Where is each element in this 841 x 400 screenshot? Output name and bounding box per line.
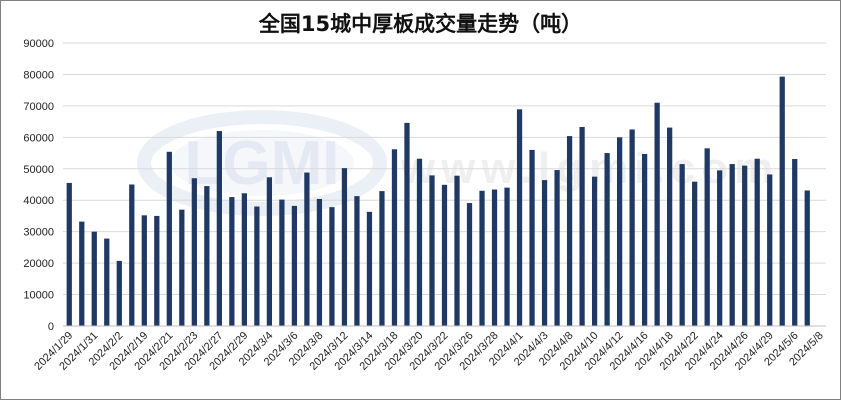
bar (466, 203, 473, 326)
y-tick-label: 80000 (23, 69, 54, 81)
bar (241, 193, 247, 326)
y-tick-label: 90000 (23, 38, 54, 50)
bar (667, 127, 673, 326)
bar (479, 190, 485, 326)
bar (191, 178, 197, 326)
y-tick-label: 40000 (23, 195, 54, 207)
bar (504, 187, 510, 326)
bar (166, 151, 172, 326)
bar (629, 129, 635, 326)
bar (404, 122, 410, 327)
bar (604, 153, 610, 326)
bar (742, 165, 748, 326)
bar (767, 174, 773, 326)
bar (642, 154, 648, 326)
bar (441, 184, 448, 326)
bar (416, 158, 423, 326)
y-tick-label: 70000 (23, 101, 54, 113)
bar (566, 136, 573, 326)
bar (729, 164, 735, 326)
bar (692, 181, 698, 326)
bar (679, 164, 685, 326)
bar (216, 131, 222, 326)
bar (179, 209, 185, 326)
bar (141, 215, 147, 326)
bar (254, 206, 260, 326)
bar (316, 198, 323, 326)
bar (654, 102, 660, 327)
bar (454, 175, 460, 326)
bar (491, 189, 498, 326)
bar (304, 172, 310, 326)
bar (579, 126, 585, 327)
y-tick-label: 30000 (23, 227, 54, 239)
bar (554, 170, 560, 326)
y-tick-label: 20000 (23, 258, 54, 270)
bar (379, 191, 385, 326)
y-tick-label: 60000 (23, 132, 54, 144)
bar (341, 168, 348, 326)
bar (804, 190, 810, 326)
bar (66, 182, 72, 326)
svg-text:LGMI: LGMI (185, 129, 340, 198)
bar (329, 207, 335, 326)
bar (279, 199, 285, 326)
bar (266, 177, 273, 326)
y-tick-label: 0 (48, 321, 54, 333)
bar (154, 215, 160, 326)
bar (429, 175, 435, 326)
bar (129, 184, 135, 326)
bar (717, 170, 723, 326)
bar (704, 148, 710, 326)
chart-title: 全国15城中厚板成交量走势（吨） (258, 12, 583, 36)
bar (391, 149, 398, 326)
bar (779, 76, 785, 327)
bar (591, 176, 598, 326)
bar (516, 109, 523, 326)
bar (116, 260, 122, 326)
bar (366, 211, 373, 326)
bar (104, 238, 110, 326)
bar (291, 205, 298, 326)
bar (616, 137, 623, 326)
bar (541, 180, 548, 326)
bar (529, 149, 535, 326)
bar (354, 196, 360, 326)
y-tick-label: 50000 (23, 164, 54, 176)
bar (204, 186, 210, 326)
bar (79, 221, 85, 326)
bar (229, 197, 235, 326)
bar (792, 159, 798, 326)
bar (91, 231, 97, 326)
y-tick-label: 10000 (23, 290, 54, 302)
bar (754, 158, 760, 326)
